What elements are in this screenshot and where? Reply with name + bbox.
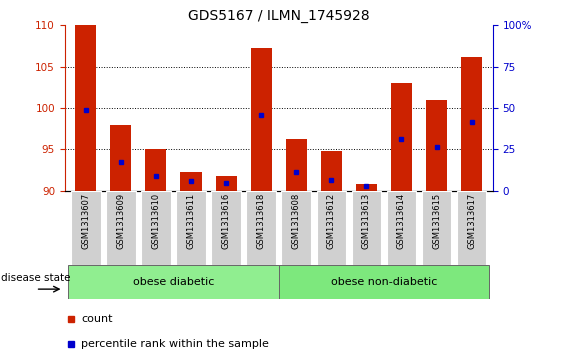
Text: GSM1313615: GSM1313615 — [432, 193, 441, 249]
Text: GSM1313608: GSM1313608 — [292, 193, 301, 249]
FancyBboxPatch shape — [316, 191, 346, 265]
Bar — [181, 172, 202, 191]
Text: GSM1313614: GSM1313614 — [397, 193, 406, 249]
Text: GSM1313610: GSM1313610 — [151, 193, 160, 249]
Text: GSM1313613: GSM1313613 — [362, 193, 371, 249]
Bar — [110, 125, 131, 191]
FancyBboxPatch shape — [141, 191, 171, 265]
Text: GSM1313617: GSM1313617 — [467, 193, 476, 249]
Bar — [321, 151, 342, 191]
Text: GSM1313607: GSM1313607 — [81, 193, 90, 249]
Bar — [75, 25, 96, 191]
FancyBboxPatch shape — [211, 191, 241, 265]
FancyBboxPatch shape — [279, 265, 489, 299]
Bar — [216, 176, 236, 191]
Text: percentile rank within the sample: percentile rank within the sample — [81, 339, 269, 348]
Title: GDS5167 / ILMN_1745928: GDS5167 / ILMN_1745928 — [188, 9, 369, 23]
Text: GSM1313618: GSM1313618 — [257, 193, 266, 249]
Bar — [251, 48, 272, 191]
FancyBboxPatch shape — [422, 191, 451, 265]
Bar — [356, 184, 377, 191]
FancyBboxPatch shape — [282, 191, 311, 265]
FancyBboxPatch shape — [387, 191, 416, 265]
FancyBboxPatch shape — [68, 265, 279, 299]
Bar — [145, 149, 167, 191]
Text: GSM1313609: GSM1313609 — [117, 193, 126, 249]
Text: GSM1313612: GSM1313612 — [327, 193, 336, 249]
Bar — [391, 83, 412, 191]
FancyBboxPatch shape — [247, 191, 276, 265]
Bar — [285, 139, 307, 191]
Text: disease state: disease state — [1, 273, 70, 283]
FancyBboxPatch shape — [457, 191, 486, 265]
Bar — [461, 57, 482, 191]
Text: obese non-diabetic: obese non-diabetic — [330, 277, 437, 287]
Bar — [426, 100, 447, 191]
FancyBboxPatch shape — [71, 191, 101, 265]
Text: GSM1313616: GSM1313616 — [222, 193, 231, 249]
Text: GSM1313611: GSM1313611 — [186, 193, 195, 249]
FancyBboxPatch shape — [352, 191, 381, 265]
FancyBboxPatch shape — [176, 191, 205, 265]
Text: count: count — [81, 314, 113, 324]
FancyBboxPatch shape — [106, 191, 136, 265]
Text: obese diabetic: obese diabetic — [133, 277, 214, 287]
